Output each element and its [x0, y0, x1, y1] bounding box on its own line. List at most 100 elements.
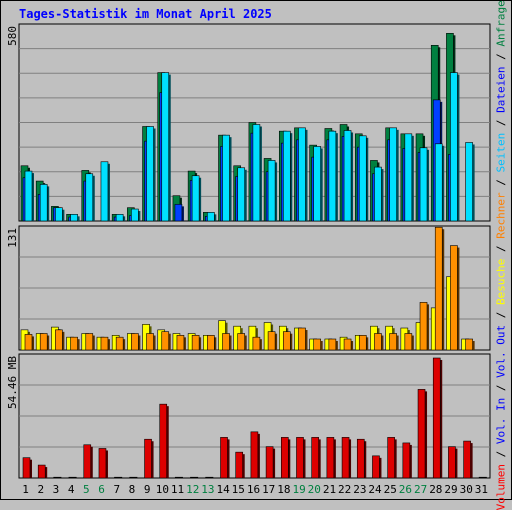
bar-seiten-body [298, 127, 306, 222]
legend-separator: / [494, 377, 508, 398]
bar-seiten [131, 208, 141, 222]
legend-entry: Seiten [494, 132, 508, 173]
bar-seiten-body [419, 147, 428, 222]
bar-rechner-body [222, 333, 230, 351]
bar-rechner-body [343, 338, 352, 351]
bar-volumen [356, 438, 367, 479]
bar-volumen [296, 437, 306, 479]
bar-seiten [55, 207, 65, 222]
legend-separator: / [494, 238, 508, 259]
x-tick-label: 15 [232, 483, 245, 496]
bar-seiten-body [267, 160, 276, 222]
bar-volumen-body [265, 446, 274, 479]
bar-rechner-body [237, 333, 246, 351]
bar-rechner [161, 331, 171, 351]
bar-rechner-body [282, 331, 291, 351]
bar-seiten [237, 167, 247, 222]
bar-rechner [282, 331, 293, 351]
bar-rechner-body [404, 333, 413, 351]
x-tick-label: 17 [262, 483, 275, 496]
bar-rechner [358, 335, 369, 351]
bar-seiten [389, 127, 399, 222]
legend-entry: Besuche [494, 258, 508, 305]
bar-seiten-body [207, 212, 215, 222]
bar-seiten [328, 130, 338, 222]
x-tick-label: 16 [247, 483, 260, 496]
bar-volumen-body [387, 437, 395, 479]
bar-seiten [252, 124, 262, 222]
bar-seiten [298, 127, 308, 222]
bar-seiten-body [237, 167, 246, 222]
bar-rechner [267, 331, 278, 351]
bar-rechner-body [191, 335, 200, 351]
bar-seiten-body [328, 130, 337, 222]
bar-rechner [70, 336, 80, 351]
bar-volumen-body [372, 455, 380, 479]
x-tick-label: 29 [444, 483, 457, 496]
x-tick-label: 24 [368, 483, 382, 496]
chart-title: Tages-Statistik im Monat April 2025 [19, 7, 272, 21]
x-tick-label: 11 [171, 483, 184, 496]
bar-seiten-body [146, 126, 154, 222]
bar-rechner-body [267, 331, 276, 351]
bar-volumen-body [159, 403, 168, 479]
legend-entry: Rechner [494, 192, 508, 239]
bar-volumen [144, 438, 154, 479]
bar-rechner-body [313, 338, 321, 351]
bar-rechner [434, 226, 445, 351]
bar-seiten [267, 160, 278, 222]
bar-volumen-body [220, 437, 228, 479]
bar-seiten [146, 126, 156, 222]
bar-rechner [298, 327, 308, 351]
x-tick-label: 2 [37, 483, 44, 496]
bar-rechner-body [207, 335, 215, 351]
bar-volumen [448, 446, 458, 479]
bar-volumen [326, 437, 336, 479]
bar-volumen-body [250, 431, 259, 479]
bar-rechner [450, 245, 460, 351]
bar-rechner [207, 335, 217, 351]
bar-rechner-body [328, 338, 337, 351]
bar-rechner [343, 338, 354, 351]
x-tick-label: 25 [384, 483, 397, 496]
bar-seiten [100, 161, 110, 222]
bar-seiten-body [161, 72, 170, 222]
bar-seiten [282, 130, 293, 222]
bar-rechner [146, 333, 156, 351]
bar-volumen [311, 437, 321, 479]
bar-seiten [358, 135, 369, 222]
bar-volumen-body [463, 440, 471, 479]
bar-rechner-body [39, 333, 48, 351]
bar-rechner [100, 336, 110, 351]
bar-volumen-body [432, 357, 441, 479]
bar-rechner-body [374, 333, 382, 351]
bar-rechner [313, 338, 323, 351]
bar-seiten [85, 173, 95, 222]
bar-volumen [402, 442, 412, 479]
x-tick-label: 21 [323, 483, 336, 496]
bar-volumen-body [37, 464, 46, 479]
bar-rechner-body [298, 327, 306, 351]
bar-volumen-body [280, 437, 289, 479]
bar-rechner [191, 335, 202, 351]
bar-volumen-body [83, 444, 92, 479]
bar-seiten [24, 170, 34, 222]
bar-seiten-body [100, 161, 109, 222]
bar-seiten-body [282, 130, 291, 222]
bar-seiten-body [115, 214, 124, 222]
x-tick-label: 18 [277, 483, 290, 496]
legend-entry: Volumen [494, 463, 508, 510]
bar-seiten [465, 142, 475, 222]
bar-seiten-body [39, 184, 48, 222]
bar-rechner [131, 333, 141, 351]
bar-rechner [419, 302, 430, 351]
bar-volumen-body [296, 437, 304, 479]
bar-volumen [37, 464, 48, 479]
bar-seiten-body [24, 170, 33, 222]
x-tick-label: 3 [53, 483, 60, 496]
bar-seiten [222, 134, 232, 222]
bar-rechner [55, 329, 65, 351]
panel-volume: 54.46 MB [6, 353, 491, 479]
x-tick-label: 6 [98, 483, 105, 496]
